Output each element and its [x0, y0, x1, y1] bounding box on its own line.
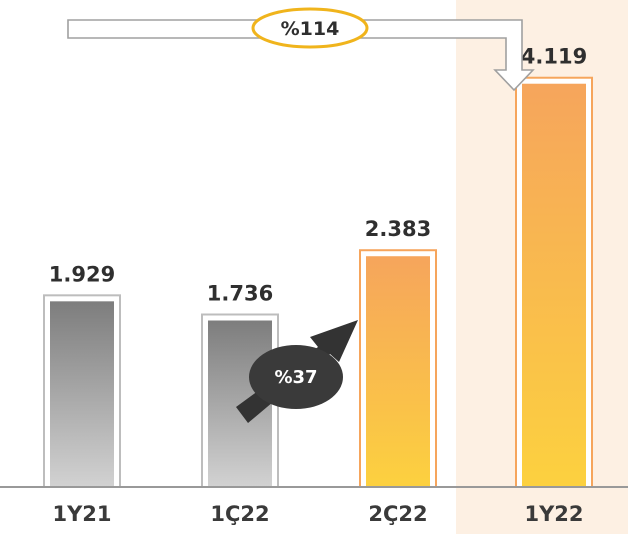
category-label-0: 1Y21 — [52, 502, 111, 526]
category-label-2: 2Ç22 — [368, 502, 427, 526]
period-growth-badge — [251, 7, 369, 49]
value-label-1: 1.736 — [207, 282, 273, 306]
value-label-2: 2.383 — [365, 217, 431, 241]
value-labels: 1.929 1.736 2.383 4.119 — [49, 45, 587, 306]
quarter-growth-label: %37 — [274, 367, 317, 388]
category-label-3: 1Y22 — [524, 502, 583, 526]
growth-bubble — [249, 345, 343, 409]
bar-2 — [366, 256, 430, 487]
category-label-1: 1Ç22 — [210, 502, 269, 526]
period-growth-label: %114 — [281, 18, 340, 40]
bars-layer — [43, 76, 593, 488]
value-label-0: 1.929 — [49, 262, 115, 286]
bar-0 — [50, 301, 114, 487]
bar-3 — [522, 83, 586, 487]
quarter-growth-annotation: %37 — [236, 320, 358, 423]
category-labels: 1Y21 1Ç22 2Ç22 1Y22 — [52, 502, 583, 526]
value-label-3: 4.119 — [521, 45, 587, 69]
period-growth-annotation: %114 — [67, 7, 535, 92]
